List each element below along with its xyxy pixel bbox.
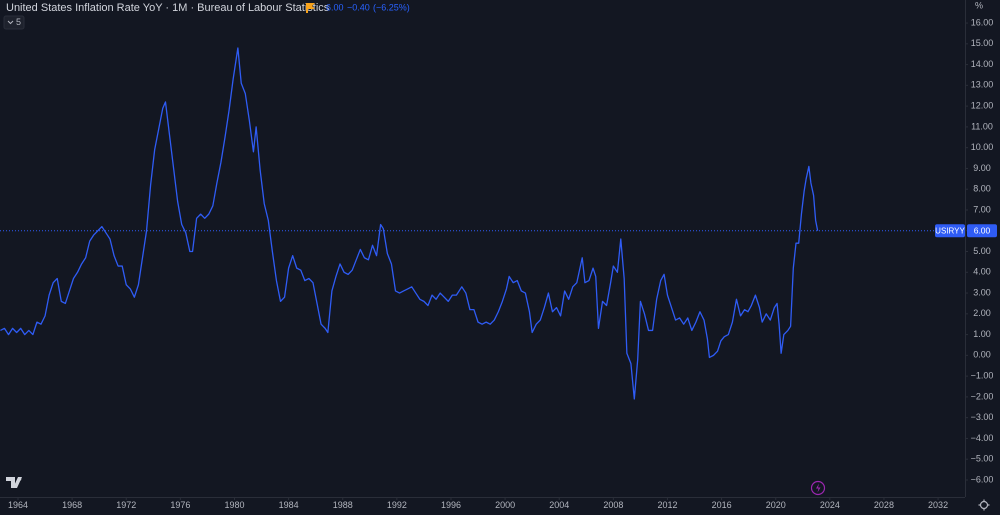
symbol-label-box: [935, 224, 965, 238]
y-tick-label: −6.00: [971, 474, 994, 484]
indicator-count[interactable]: 5: [16, 17, 21, 27]
chart-title: United States Inflation Rate YoY · 1M · …: [6, 2, 330, 14]
tv-logo[interactable]: [6, 477, 22, 488]
x-tick-label: 1976: [170, 500, 190, 510]
y-tick-label: −1.00: [971, 370, 994, 380]
x-tick-label: 1988: [333, 500, 353, 510]
y-tick-label: 15.00: [971, 38, 994, 48]
y-tick-label: −4.00: [971, 433, 994, 443]
y-tick-label: 9.00: [973, 163, 991, 173]
change-percent: (−6.25%): [373, 2, 410, 12]
y-tick-label: 14.00: [971, 59, 994, 69]
y-tick-label: 12.00: [971, 101, 994, 111]
x-tick-label: 2008: [603, 500, 623, 510]
x-tick-label: 2020: [766, 500, 786, 510]
x-tick-label: 2004: [549, 500, 569, 510]
x-tick-label: 1968: [62, 500, 82, 510]
x-tick-label: 2016: [712, 500, 732, 510]
y-tick-label: 0.00: [973, 350, 991, 360]
series-line: [0, 47, 819, 400]
y-tick-label: 8.00: [973, 184, 991, 194]
y-tick-label: 4.00: [973, 267, 991, 277]
chevron-icon[interactable]: [7, 20, 14, 25]
indicator-box[interactable]: [3, 15, 25, 30]
indicator-toggle[interactable]: 5: [3, 15, 25, 30]
logo-dot[interactable]: [17, 477, 22, 481]
x-tick-label: 1964: [8, 500, 28, 510]
x-tick-label: 1984: [279, 500, 299, 510]
x-tick-label: 2028: [874, 500, 894, 510]
lightning-button[interactable]: [810, 480, 826, 496]
y-tick-label: 3.00: [973, 287, 991, 297]
y-tick-label: −5.00: [971, 454, 994, 464]
x-tick-label: 1980: [224, 500, 244, 510]
x-tick-label: 2024: [820, 500, 840, 510]
y-tick-label: 7.00: [973, 204, 991, 214]
y-tick-label: −3.00: [971, 412, 994, 422]
x-tick-label: 1996: [441, 500, 461, 510]
flag-icon: [306, 3, 315, 13]
y-unit: %: [975, 0, 983, 10]
y-tick-label: 16.00: [971, 17, 994, 27]
y-tick-label: −2.00: [971, 391, 994, 401]
y-tick-label: 10.00: [971, 142, 994, 152]
change-value: −0.40: [347, 2, 370, 12]
y-tick-label: 1.00: [973, 329, 991, 339]
gear-teeth[interactable]: [978, 499, 990, 511]
symbol-label: USIRYY: [935, 226, 965, 235]
x-tick-label: 2032: [928, 500, 948, 510]
x-tick-label: 2000: [495, 500, 515, 510]
x-tick-label: 1972: [116, 500, 136, 510]
last-value: 6.00: [326, 2, 344, 12]
price-label: 6.00: [974, 225, 991, 235]
y-tick-label: 11.00: [971, 121, 993, 131]
lightning-circle[interactable]: [810, 480, 826, 496]
price-label-box: [967, 224, 997, 238]
lightning-icon[interactable]: [816, 483, 821, 493]
x-tick-label: 2012: [657, 500, 677, 510]
settings-button[interactable]: [978, 499, 990, 511]
x-tick-label: 1992: [387, 500, 407, 510]
y-tick-label: 13.00: [971, 80, 994, 90]
y-tick-label: 5.00: [973, 246, 991, 256]
y-tick-label: 2.00: [973, 308, 991, 318]
